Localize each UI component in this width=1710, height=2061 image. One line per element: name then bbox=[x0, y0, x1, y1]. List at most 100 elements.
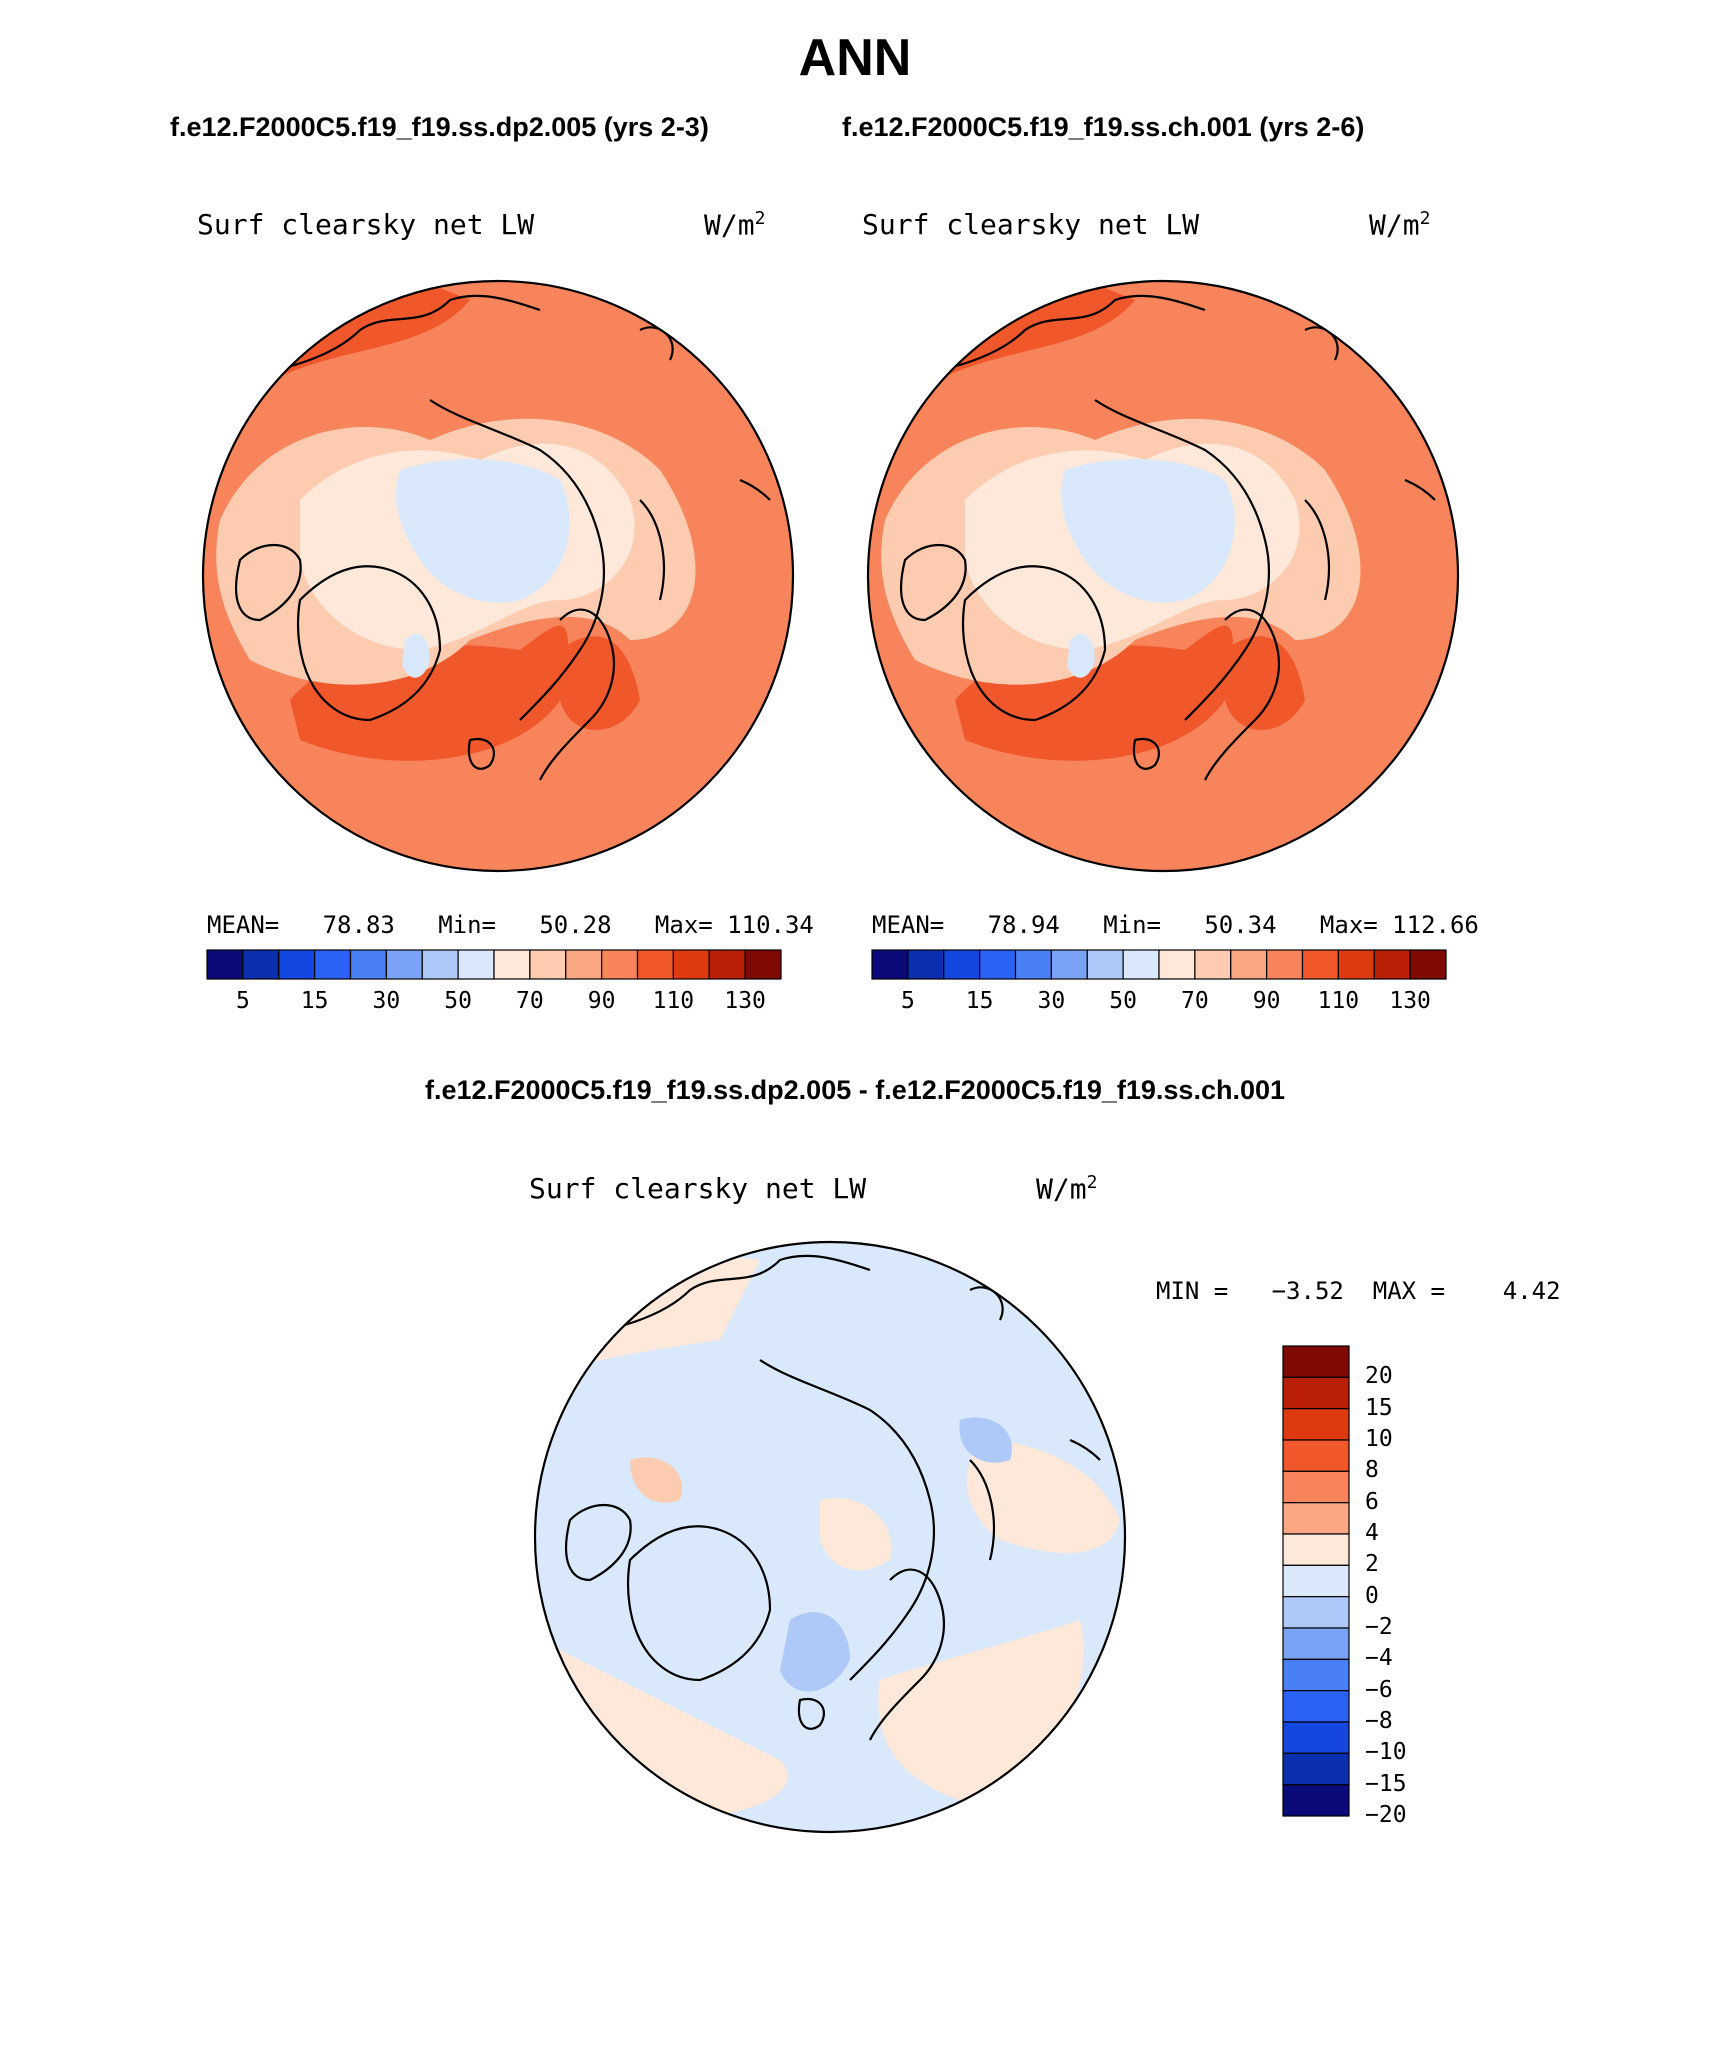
difference-colorbar-tick-label: −20 bbox=[1365, 1802, 1407, 1828]
left-colorbar bbox=[206, 949, 782, 980]
left-colorbar-tick-label: 15 bbox=[300, 988, 329, 1014]
right-colorbar-box bbox=[1014, 949, 1052, 980]
right-colorbar-box bbox=[1373, 949, 1411, 980]
right-colorbar-tick-label: 70 bbox=[1181, 988, 1209, 1014]
difference-colorbar-box bbox=[1282, 1596, 1350, 1629]
left-stats: MEAN= 78.83 Min= 50.28 Max= 110.34 bbox=[207, 911, 814, 939]
right-colorbar-box bbox=[1266, 949, 1304, 980]
difference-colorbar-box bbox=[1282, 1439, 1350, 1472]
left-colorbar-box bbox=[636, 949, 674, 980]
right-unit-label: W/m2 bbox=[1369, 208, 1431, 242]
difference-polar-map bbox=[533, 1240, 1127, 1834]
difference-colorbar-tick-label: 6 bbox=[1365, 1488, 1379, 1515]
right-stats: MEAN= 78.94 Min= 50.34 Max= 112.66 bbox=[872, 911, 1479, 939]
right-colorbar-box bbox=[1158, 949, 1196, 980]
difference-colorbar-tick-label: −8 bbox=[1365, 1708, 1393, 1734]
difference-colorbar-tick-label: 10 bbox=[1365, 1426, 1393, 1452]
right-colorbar-tick-label: 90 bbox=[1252, 988, 1281, 1014]
diff-variable-label: Surf clearsky net LW bbox=[529, 1172, 867, 1205]
right-colorbar-box bbox=[1409, 949, 1447, 980]
right-colorbar-box bbox=[979, 949, 1017, 980]
difference-colorbar-tick-label: 0 bbox=[1365, 1582, 1379, 1609]
difference-colorbar-box bbox=[1282, 1502, 1350, 1535]
left-colorbar-tick-label: 50 bbox=[444, 988, 472, 1014]
right-colorbar-tick-label: 50 bbox=[1109, 988, 1137, 1014]
right-polar-map bbox=[866, 279, 1460, 873]
difference-colorbar-box bbox=[1282, 1376, 1350, 1410]
right-colorbar-box bbox=[871, 949, 909, 980]
right-variable-label: Surf clearsky net LW bbox=[862, 208, 1200, 241]
left-variable-label: Surf clearsky net LW bbox=[197, 208, 535, 241]
difference-colorbar-box bbox=[1282, 1408, 1350, 1441]
left-colorbar-tick-label: 110 bbox=[652, 988, 695, 1014]
difference-colorbar-tick-label: −6 bbox=[1365, 1676, 1393, 1703]
right-colorbar-box bbox=[1301, 949, 1339, 980]
right-map-border bbox=[866, 279, 1460, 873]
difference-colorbar-box bbox=[1282, 1345, 1350, 1378]
difference-colorbar-box bbox=[1282, 1564, 1350, 1598]
right-colorbar-box bbox=[1337, 949, 1375, 980]
right-colorbar-tick-label: 15 bbox=[965, 988, 994, 1014]
right-colorbar-box bbox=[1050, 949, 1088, 980]
left-colorbar-box bbox=[349, 949, 387, 980]
right-case-title: f.e12.F2000C5.f19_f19.ss.ch.001 (yrs 2-6… bbox=[842, 112, 1365, 142]
right-map-fill bbox=[868, 281, 1458, 871]
right-colorbar-tick-label: 110 bbox=[1317, 988, 1360, 1014]
difference-colorbar-box bbox=[1282, 1470, 1350, 1504]
difference-colorbar-tick-label: 8 bbox=[1365, 1457, 1379, 1484]
left-colorbar-box bbox=[565, 949, 603, 980]
right-colorbar-tick-label: 30 bbox=[1037, 988, 1066, 1014]
diff-unit-label: W/m2 bbox=[1036, 1172, 1098, 1206]
difference-colorbar-tick-label: −2 bbox=[1365, 1614, 1393, 1640]
left-case-title: f.e12.F2000C5.f19_f19.ss.dp2.005 (yrs 2-… bbox=[170, 112, 709, 142]
left-colorbar-tick-label: 30 bbox=[372, 988, 401, 1014]
right-colorbar-tick-label: 130 bbox=[1389, 988, 1431, 1014]
diff-map-border bbox=[533, 1240, 1127, 1834]
right-colorbar-box bbox=[1194, 949, 1232, 980]
diff-stats: MIN = −3.52 MAX = 4.42 bbox=[1156, 1277, 1561, 1305]
left-colorbar-box bbox=[457, 949, 495, 980]
difference-colorbar-tick-label: 2 bbox=[1365, 1551, 1379, 1578]
left-colorbar-box bbox=[206, 949, 244, 980]
difference-colorbar-tick-label: 4 bbox=[1365, 1520, 1379, 1546]
difference-colorbar-tick-label: −4 bbox=[1365, 1645, 1393, 1672]
right-colorbar-box bbox=[1086, 949, 1124, 980]
right-colorbar-box bbox=[943, 949, 981, 980]
left-colorbar-tick-label: 70 bbox=[516, 988, 544, 1014]
left-colorbar-tick-label: 130 bbox=[724, 988, 766, 1014]
difference-colorbar-box bbox=[1282, 1721, 1350, 1754]
left-unit-label: W/m2 bbox=[704, 208, 766, 242]
difference-colorbar-tick-label: −15 bbox=[1365, 1770, 1407, 1797]
left-colorbar-box bbox=[672, 949, 710, 980]
difference-colorbar-tick-label: 20 bbox=[1365, 1363, 1393, 1390]
difference-colorbar-box bbox=[1282, 1690, 1350, 1723]
left-colorbar-box bbox=[421, 949, 459, 980]
difference-colorbar-tick-label: 15 bbox=[1365, 1394, 1393, 1421]
difference-colorbar-box bbox=[1282, 1658, 1350, 1692]
difference-colorbar bbox=[1282, 1345, 1350, 1817]
left-colorbar-box bbox=[708, 949, 746, 980]
right-colorbar-tick-label: 5 bbox=[900, 988, 915, 1014]
right-colorbar-box bbox=[1122, 949, 1160, 980]
difference-colorbar-tick-label: −10 bbox=[1365, 1739, 1407, 1766]
left-colorbar-box bbox=[601, 949, 639, 980]
left-colorbar-box bbox=[314, 949, 352, 980]
right-colorbar bbox=[871, 949, 1447, 980]
left-colorbar-box bbox=[278, 949, 316, 980]
right-coastlines bbox=[894, 294, 1436, 781]
left-colorbar-tick-label: 5 bbox=[235, 988, 250, 1014]
figure-title: ANN bbox=[798, 29, 912, 87]
difference-colorbar-box bbox=[1282, 1533, 1350, 1566]
left-polar-map bbox=[201, 279, 795, 873]
difference-title: f.e12.F2000C5.f19_f19.ss.dp2.005 - f.e12… bbox=[424, 1075, 1286, 1105]
left-colorbar-box bbox=[529, 949, 567, 980]
left-colorbar-box bbox=[493, 949, 531, 980]
difference-colorbar-box bbox=[1282, 1627, 1350, 1660]
difference-colorbar-box bbox=[1282, 1752, 1350, 1786]
difference-colorbar-box bbox=[1282, 1784, 1350, 1817]
left-colorbar-box bbox=[385, 949, 423, 980]
left-map-border bbox=[201, 279, 795, 873]
right-colorbar-box bbox=[1230, 949, 1268, 980]
left-colorbar-box bbox=[744, 949, 782, 980]
